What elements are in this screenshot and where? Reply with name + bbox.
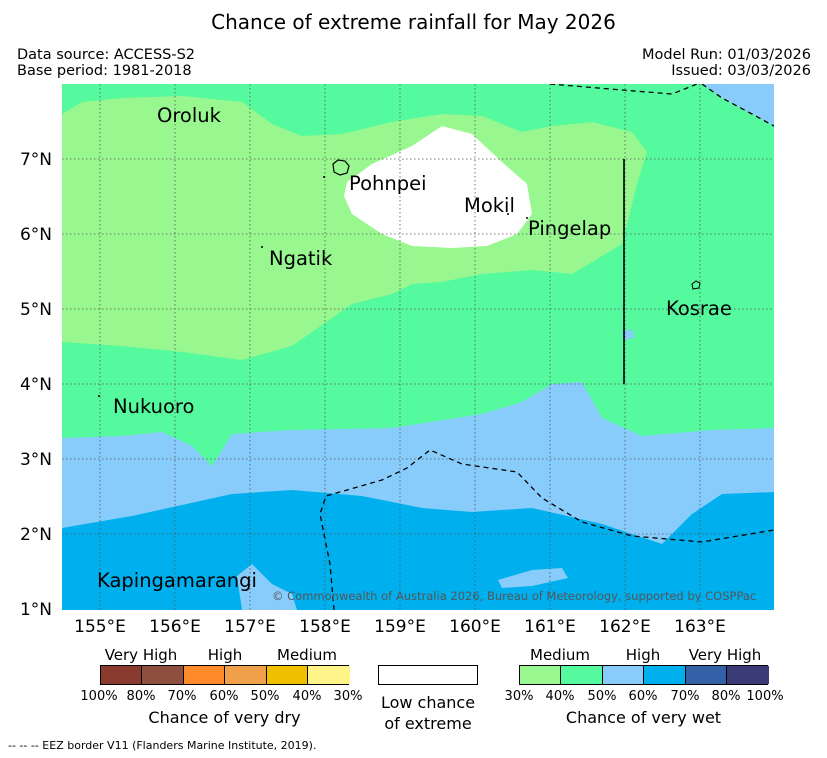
- wet-pct: 40%: [545, 689, 575, 704]
- wet-swatch-30-40: [520, 666, 561, 684]
- wet-cat-medium: Medium: [530, 646, 590, 664]
- y-tick-4n: 4°N: [19, 375, 52, 395]
- pingelap-island: [526, 217, 528, 219]
- wet-pct: 30%: [504, 689, 534, 704]
- place-ngatik: Ngatik: [269, 247, 333, 270]
- y-tick-1n: 1°N: [19, 600, 52, 620]
- dry-pct: 80%: [126, 689, 156, 704]
- y-tick-7n: 7°N: [19, 150, 52, 170]
- chart-title: Chance of extreme rainfall for May 2026: [211, 10, 616, 34]
- dry-colorbar: [100, 665, 350, 685]
- place-mokil: Mokil: [464, 194, 515, 217]
- wet-cat-high: High: [625, 646, 661, 664]
- x-tick-156e: 156°E: [149, 617, 201, 637]
- pohnpei-islet: [323, 176, 325, 178]
- dry-pct: 100%: [80, 689, 118, 704]
- wet-swatch-70-80: [686, 666, 727, 684]
- dry-pct: 40%: [292, 689, 322, 704]
- wet-pct: 50%: [587, 689, 617, 704]
- x-tick-161e: 161°E: [524, 617, 576, 637]
- y-tick-2n: 2°N: [19, 525, 52, 545]
- place-kapingamarangi: Kapingamarangi: [97, 569, 257, 592]
- dry-swatch-70-60: [184, 666, 225, 684]
- zone-wet-60-patch: [237, 564, 297, 610]
- wet-pct: 80%: [711, 689, 741, 704]
- pohnpei-island: [332, 159, 350, 176]
- wet-legend-title: Chance of very wet: [565, 708, 722, 727]
- dry-pct: 70%: [167, 689, 197, 704]
- zone-low-chance: [344, 126, 532, 248]
- wet-swatch-80-100: [727, 666, 769, 684]
- model-run: Model Run: 01/03/2026: [641, 47, 811, 63]
- zone-wet-60-patch-2: [498, 568, 568, 588]
- issued-date: Issued: 03/03/2026: [671, 63, 811, 79]
- x-tick-155e: 155°E: [74, 617, 126, 637]
- y-tick-3n: 3°N: [19, 450, 52, 470]
- x-tick-157e: 157°E: [224, 617, 276, 637]
- kosrae-island: [691, 280, 701, 290]
- dry-legend-title: Chance of very dry: [148, 708, 301, 727]
- wet-swatch-50-60: [603, 666, 644, 684]
- dry-cat-medium: Medium: [277, 646, 337, 664]
- dry-pct: 30%: [333, 689, 363, 704]
- x-tick-159e: 159°E: [374, 617, 426, 637]
- dry-swatch-50-40: [267, 666, 308, 684]
- wet-pct: 60%: [628, 689, 658, 704]
- x-tick-163e: 163°E: [674, 617, 726, 637]
- wet-pct: 100%: [746, 689, 784, 704]
- wet-pct: 70%: [670, 689, 700, 704]
- x-tick-158e: 158°E: [299, 617, 351, 637]
- low-chance-swatch: [378, 665, 478, 685]
- base-period: Base period: 1981-2018: [17, 63, 192, 79]
- dry-swatch-100-80: [101, 666, 142, 684]
- zone-wet-60-corner: [702, 84, 774, 126]
- grid: [62, 84, 774, 610]
- copyright-notice: © Commonwealth of Australia 2026, Bureau…: [272, 589, 757, 603]
- eez-borders: [319, 84, 774, 610]
- wet-colorbar: [519, 665, 769, 685]
- ngatik-island: [261, 246, 263, 248]
- dry-swatch-40-30: [308, 666, 350, 684]
- rainfall-map: [62, 84, 774, 610]
- dry-cat-high: High: [207, 646, 243, 664]
- mokil-island: [507, 213, 509, 215]
- dry-pct: 60%: [209, 689, 239, 704]
- dry-swatch-80-70: [142, 666, 184, 684]
- wet-cat-very-high: Very High: [688, 646, 762, 664]
- x-tick-162e: 162°E: [599, 617, 651, 637]
- dry-pct: 50%: [250, 689, 280, 704]
- place-pingelap: Pingelap: [528, 217, 612, 240]
- eez-footnote: -- -- -- EEZ border V11 (Flanders Marine…: [8, 739, 317, 752]
- nukuoro-island: [98, 395, 100, 397]
- data-source: Data source: ACCESS-S2: [17, 47, 196, 63]
- x-tick-160e: 160°E: [449, 617, 501, 637]
- place-nukuoro: Nukuoro: [113, 395, 195, 418]
- place-pohnpei: Pohnpei: [349, 172, 427, 195]
- wet-swatch-40-50: [561, 666, 603, 684]
- place-oroluk: Oroluk: [157, 104, 221, 127]
- dry-cat-very-high: Very High: [104, 646, 178, 664]
- low-chance-label-1: Low chance: [380, 693, 476, 712]
- place-kosrae: Kosrae: [666, 297, 732, 320]
- wet-swatch-60-70: [644, 666, 686, 684]
- low-chance-label-2: of extreme: [384, 714, 472, 733]
- dry-swatch-60-50: [225, 666, 267, 684]
- y-tick-5n: 5°N: [19, 300, 52, 320]
- y-tick-6n: 6°N: [19, 225, 52, 245]
